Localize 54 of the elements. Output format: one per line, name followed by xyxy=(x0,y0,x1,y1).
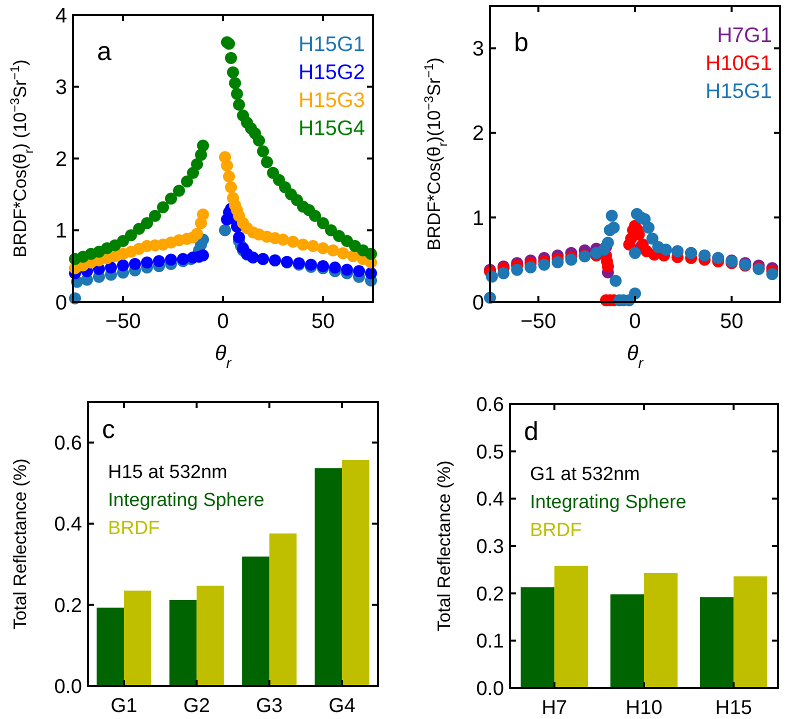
text: c xyxy=(102,414,115,444)
x-tick-label: G3 xyxy=(256,695,283,717)
y-tick-label: 3 xyxy=(55,76,67,100)
text: H10G1 xyxy=(705,52,772,75)
x-tick-label: 0 xyxy=(217,310,229,333)
x-tick-label: 50 xyxy=(720,310,744,333)
y-tick-label: 0.4 xyxy=(54,514,82,536)
y-tick-label: 2 xyxy=(55,148,67,171)
legend-title: G1 at 532nm xyxy=(530,464,640,485)
y-tick-label: 2 xyxy=(472,122,484,146)
x-axis-title: θ$_{r}$ xyxy=(214,342,232,372)
text: H15G1 xyxy=(298,33,365,56)
y-tick-label: 0.5 xyxy=(476,441,504,464)
text: BRDF xyxy=(108,518,160,539)
y-tick-label: 0.0 xyxy=(54,676,82,698)
y-tick-label: 1 xyxy=(472,206,484,230)
series-label: BRDF xyxy=(530,520,582,541)
y-tick-label: 0.4 xyxy=(476,488,504,511)
y-axis-title: Total Reflectance (%) xyxy=(10,458,30,630)
y-tick-label: 4 xyxy=(55,4,68,28)
y-tick-label: 0.6 xyxy=(54,432,82,455)
x-tick-label: −50 xyxy=(105,310,141,333)
text: H15G3 xyxy=(298,89,365,112)
x-tick-label: G4 xyxy=(328,695,356,717)
text: H15G2 xyxy=(298,61,365,84)
y-tick-label: 0.1 xyxy=(476,630,504,653)
x-tick-label: 0 xyxy=(629,310,641,333)
x-axis-title: θ$_{r}$ xyxy=(626,342,644,372)
text: d xyxy=(524,416,538,446)
y-tick-label: 0.3 xyxy=(476,536,504,558)
x-tick-label: G1 xyxy=(110,695,138,717)
x-tick-label: −50 xyxy=(520,310,556,333)
x-tick-label: 50 xyxy=(311,310,335,333)
y-tick-label: 0 xyxy=(472,291,484,314)
y-tick-label: 0.6 xyxy=(476,394,504,416)
series-label: H15G4 xyxy=(298,117,366,140)
x-tick-label: H7 xyxy=(542,697,568,719)
legend-title: H15 at 532nm xyxy=(108,462,228,483)
text: H7G1 xyxy=(717,24,772,47)
y-tick-label: 0 xyxy=(55,291,67,314)
y-tick-label: 0.0 xyxy=(476,678,504,700)
y-axis-title: Total Reflectance (%) xyxy=(434,460,454,632)
x-tick-label: H15 xyxy=(715,697,752,719)
y-tick-label: 0.2 xyxy=(476,583,504,606)
text: b xyxy=(514,27,528,57)
y-tick-label: 0.2 xyxy=(54,594,82,617)
x-tick-label: H10 xyxy=(626,697,662,719)
y-tick-label: 1 xyxy=(55,220,67,243)
text: H15G1 xyxy=(705,80,772,103)
y-tick-label: 3 xyxy=(472,38,484,61)
x-tick-label: G2 xyxy=(183,695,210,717)
text: Integrating Sphere xyxy=(530,492,686,513)
text: a xyxy=(97,36,112,66)
text: Integrating Sphere xyxy=(108,490,264,511)
